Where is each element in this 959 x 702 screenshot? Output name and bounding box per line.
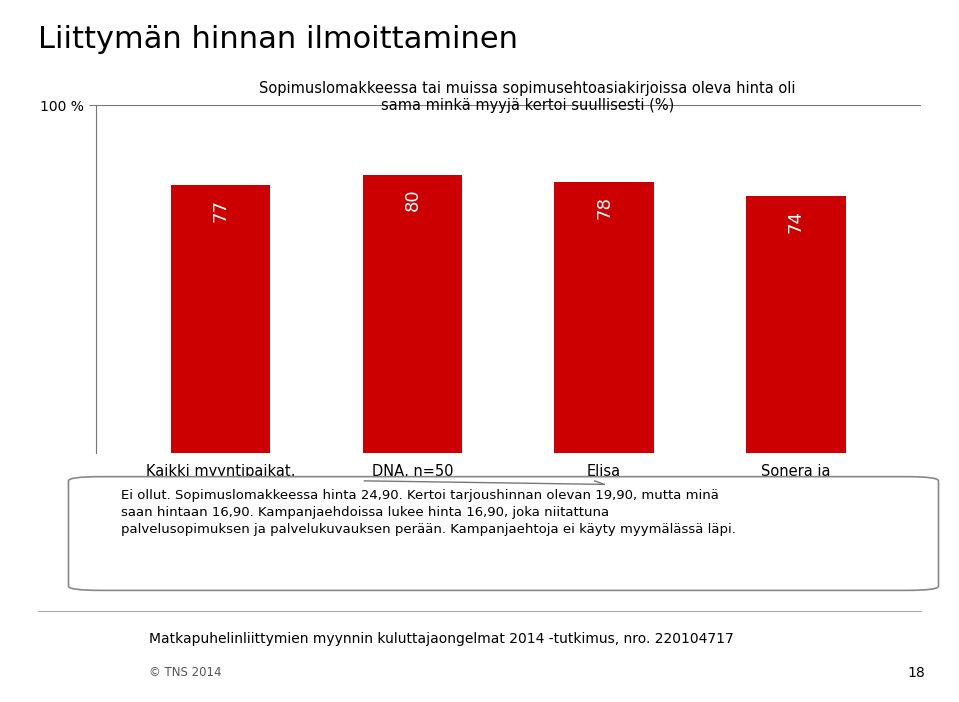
Text: 18: 18 — [907, 665, 925, 680]
Bar — [171, 185, 270, 453]
Text: Matkapuhelinliittymien myynnin kuluttajaongelmat 2014 -tutkimus, nro. 220104717: Matkapuhelinliittymien myynnin kuluttaja… — [149, 632, 734, 646]
Text: 77: 77 — [212, 199, 229, 222]
Bar — [746, 196, 846, 453]
Bar — [554, 182, 654, 453]
Text: Sopimuslomakkeessa tai muissa sopimusehtoasiakirjoissa oleva hinta oli
sama mink: Sopimuslomakkeessa tai muissa sopimuseht… — [259, 81, 796, 113]
Text: Ei ollut. Sopimuslomakkeessa hinta 24,90. Kertoi tarjoushinnan olevan 19,90, mut: Ei ollut. Sopimuslomakkeessa hinta 24,90… — [121, 489, 736, 536]
FancyBboxPatch shape — [68, 477, 939, 590]
Text: © TNS 2014: © TNS 2014 — [149, 666, 222, 679]
Bar — [363, 175, 462, 453]
Text: Liittymän hinnan ilmoittaminen: Liittymän hinnan ilmoittaminen — [38, 25, 519, 53]
Text: 78: 78 — [596, 196, 613, 218]
Text: 80: 80 — [404, 189, 421, 211]
Text: TNS: TNS — [43, 651, 96, 675]
Text: 74: 74 — [787, 209, 805, 232]
